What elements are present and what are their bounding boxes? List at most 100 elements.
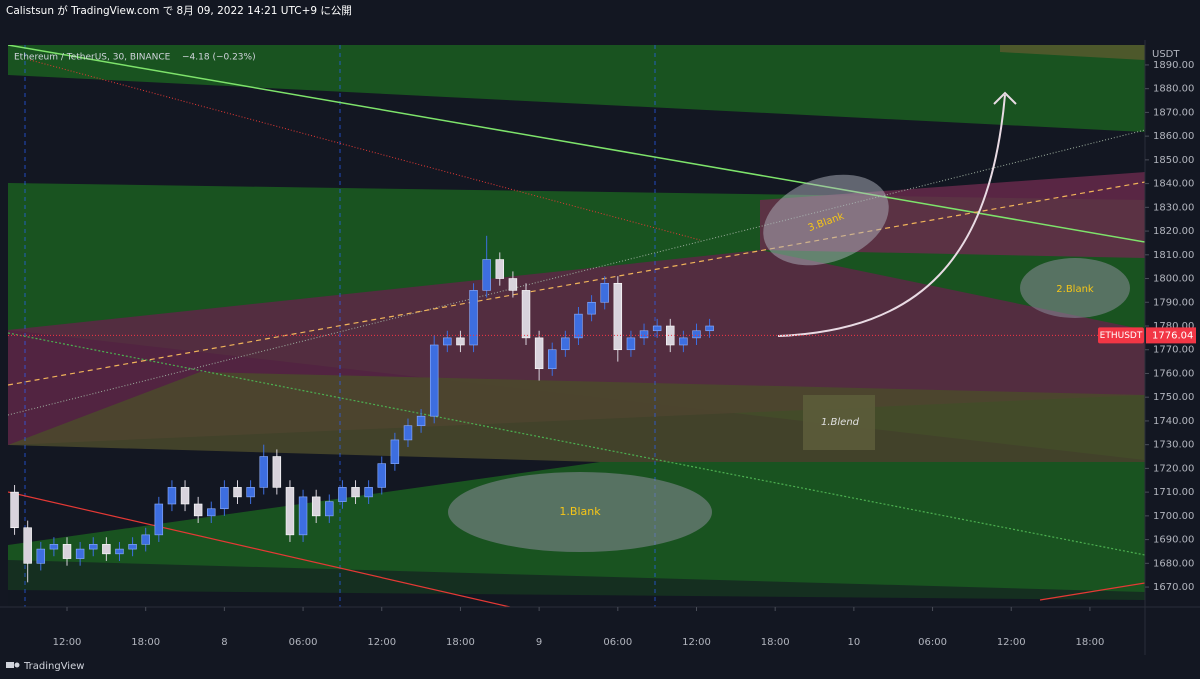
candle-body [403, 425, 413, 441]
y-tick-label: 1890.00 [1153, 60, 1194, 71]
candle-body [652, 325, 662, 332]
trend-line [8, 45, 1145, 243]
y-tick-label: 1850.00 [1153, 155, 1194, 166]
y-tick-label: 1820.00 [1153, 226, 1194, 237]
candle-body [154, 503, 164, 536]
footer-brand: TradingView [23, 661, 84, 672]
candle-body [128, 544, 137, 550]
candle-body [456, 337, 465, 346]
drawings [8, 45, 1145, 607]
candle-body [115, 548, 124, 555]
y-tick-label: 1810.00 [1153, 250, 1194, 261]
candle-body [626, 337, 636, 351]
candle-body [141, 534, 150, 545]
candle-body [180, 487, 190, 505]
x-tick-label: 06:00 [603, 637, 632, 648]
candle-body [75, 548, 85, 559]
candle-body [639, 330, 649, 339]
x-tick-label: 12:00 [53, 637, 82, 648]
candle-body [548, 349, 557, 370]
candle-body [692, 330, 701, 339]
candle-body [220, 487, 229, 510]
candle-body [508, 278, 518, 291]
x-tick-label: 9 [536, 637, 542, 648]
y-tick-label: 1730.00 [1153, 440, 1194, 451]
x-tick-label: 12:00 [367, 637, 396, 648]
ellipse [448, 472, 712, 552]
x-tick-label: 8 [221, 637, 227, 648]
trend-line [8, 181, 1145, 386]
candle-body [429, 344, 439, 417]
candle-body [377, 463, 386, 488]
trend-line [8, 491, 511, 607]
x-tick-label: 06:00 [918, 637, 947, 648]
logo [6, 662, 14, 668]
y-tick-label: 1740.00 [1153, 416, 1194, 427]
candle-body [587, 301, 596, 315]
candle-body [272, 456, 282, 488]
candle-body [325, 501, 334, 517]
y-tick-label: 1830.00 [1153, 202, 1194, 213]
candle-body [390, 439, 400, 464]
candle-body [338, 487, 347, 502]
candle-body [167, 487, 177, 505]
candle-body [10, 491, 19, 529]
y-axis-label: USDT [1152, 49, 1180, 60]
x-tick-label: 12:00 [997, 637, 1026, 648]
ellipse [1020, 258, 1130, 318]
candle-body [666, 325, 675, 346]
candle-body [495, 259, 505, 279]
candle-body [285, 487, 295, 536]
y-tick-label: 1870.00 [1153, 107, 1194, 118]
trend-line [8, 129, 1145, 416]
candle-body [705, 325, 714, 332]
x-tick-label: 12:00 [682, 637, 711, 648]
footer-bar [0, 655, 1200, 679]
y-tick-label: 1800.00 [1153, 274, 1194, 285]
candle-body [102, 544, 111, 555]
candle-body [246, 487, 255, 498]
candle-body [36, 548, 46, 564]
candle-body [351, 487, 360, 498]
arrow-head [993, 91, 1017, 105]
x-tick-label: 18:00 [131, 637, 160, 648]
candle-body [561, 337, 570, 351]
x-tick-label: 06:00 [289, 637, 318, 648]
last-price-label: 1776.04 [1152, 330, 1193, 341]
candle-body [89, 544, 98, 550]
trend-line [8, 332, 1145, 556]
candle-body [679, 337, 688, 346]
y-tick-label: 1680.00 [1153, 558, 1194, 569]
annotation: 1.Blend [821, 417, 860, 428]
zone-dark-bottom [8, 560, 1145, 607]
ellipse [763, 174, 889, 266]
y-tick-label: 1880.00 [1153, 84, 1194, 95]
y-tick-label: 1760.00 [1153, 368, 1194, 379]
candle-body [49, 544, 59, 550]
x-tick-label: 18:00 [761, 637, 790, 648]
zone-green-top [8, 45, 1145, 132]
candle-body [62, 544, 72, 559]
candle-body [364, 487, 373, 498]
candle-body [416, 415, 426, 426]
trend-line [1039, 582, 1145, 601]
y-tick-label: 1700.00 [1153, 511, 1194, 522]
symbol-label-box [1098, 327, 1144, 344]
zone-olive-top [1000, 45, 1145, 60]
x-tick-label: 10 [847, 637, 860, 648]
last-price-box [1146, 327, 1196, 344]
candle-body [23, 527, 32, 564]
y-tick-label: 1750.00 [1153, 392, 1194, 403]
y-tick-label: 1840.00 [1153, 179, 1194, 190]
y-tick-label: 1690.00 [1153, 535, 1194, 546]
y-tick-label: 1710.00 [1153, 487, 1194, 498]
candle-body [469, 290, 478, 346]
y-tick-label: 1790.00 [1153, 297, 1194, 308]
candle-body [193, 503, 203, 517]
symbol-label: ETHUSDT [1100, 331, 1143, 341]
publish-line: Calistsun が TradingView.com で 8月 09, 202… [6, 4, 352, 17]
y-tick-label: 1780.00 [1153, 321, 1194, 332]
candle-body [482, 259, 491, 291]
